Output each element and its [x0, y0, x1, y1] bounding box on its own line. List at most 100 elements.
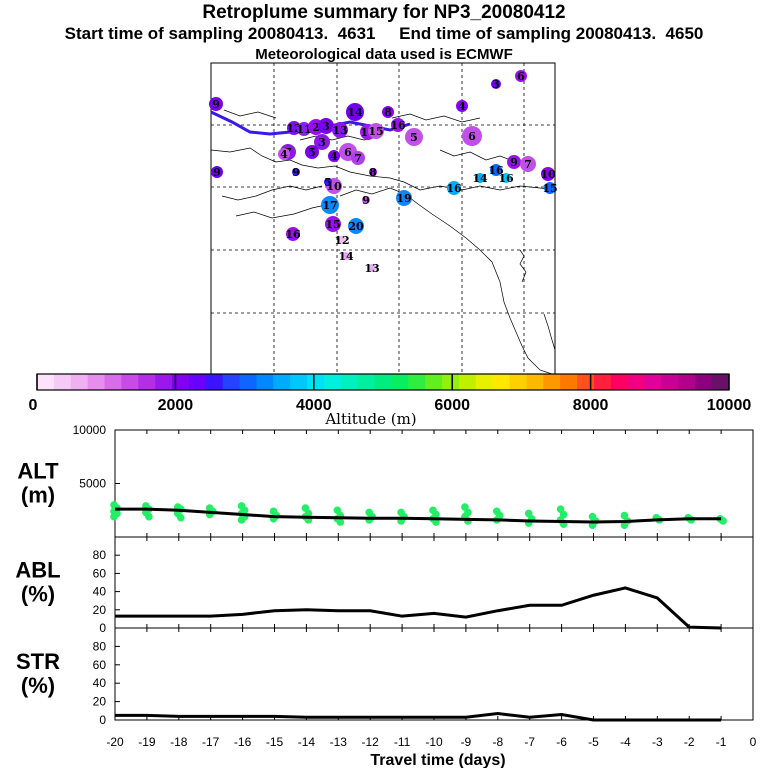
plume-point — [507, 155, 521, 169]
colorbar-swatch — [408, 374, 426, 390]
plume-point — [342, 252, 350, 260]
x-axis-label: Travel time (days) — [370, 752, 505, 768]
plume-point — [368, 264, 376, 272]
x-tick-label: -17 — [202, 735, 220, 749]
plume-point — [491, 79, 501, 89]
plume-point — [447, 181, 461, 195]
altitude-point — [237, 516, 246, 524]
plume-point-label: 6 — [344, 146, 352, 159]
plume-point-label: 11 — [296, 123, 311, 136]
colorbar-swatch — [526, 374, 544, 390]
plume-point-label: 8 — [369, 166, 377, 179]
plume-point-label: 16 — [446, 182, 462, 195]
colorbar-swatch — [475, 374, 494, 390]
colorbar-swatch — [593, 374, 612, 390]
plume-point-label: 9 — [362, 194, 370, 207]
plume-point-label: 9 — [212, 98, 220, 111]
x-tick-label: -11 — [394, 735, 411, 749]
plume-point — [520, 156, 536, 172]
plume-point — [314, 134, 330, 150]
plume-point-label: 3 — [322, 120, 330, 133]
y-tick-label: 40 — [93, 585, 107, 599]
plume-point — [346, 103, 364, 121]
colorbar-tick-label: 4000 — [296, 397, 332, 414]
panel-ylabel: STR — [16, 649, 60, 674]
x-tick-label: -20 — [106, 735, 124, 749]
x-tick-label: -8 — [492, 735, 503, 749]
plume-point — [490, 164, 502, 176]
plume-point-label: 14 — [472, 172, 488, 185]
x-tick-label: -13 — [330, 735, 348, 749]
x-tick-label: -15 — [266, 735, 284, 749]
plume-point — [305, 145, 319, 159]
colorbar-swatch — [661, 374, 679, 390]
plume-point-label: 6 — [517, 70, 525, 83]
colorbar-swatch — [340, 374, 359, 390]
plume-point — [338, 236, 346, 244]
plume-point-label: 9 — [213, 166, 221, 179]
colorbar-swatch — [205, 374, 224, 390]
plume-point-label: 3 — [318, 136, 326, 149]
colorbar-swatch — [644, 374, 662, 390]
colorbar-swatch — [509, 374, 527, 390]
plume-point — [351, 151, 365, 165]
plume-point-label: 16 — [498, 172, 514, 185]
plume-point — [544, 182, 556, 194]
plume-point-label: 4 — [280, 148, 288, 161]
panel-ylabel: ABL — [15, 558, 60, 583]
x-tick-label: 0 — [750, 735, 757, 749]
x-tick-label: -10 — [425, 735, 443, 749]
colorbar-swatch — [458, 374, 477, 390]
chart-title: Retroplume summary for NP3_20080412 — [202, 2, 566, 23]
abl-line — [115, 586, 722, 630]
colorbar-swatch — [87, 374, 106, 390]
colorbar-swatch — [273, 374, 291, 390]
x-tick-label: -4 — [620, 735, 631, 749]
plume-point-label: 12 — [334, 234, 349, 247]
plume-point-label: 17 — [322, 199, 337, 212]
y-tick-label: 20 — [93, 603, 107, 617]
map-panel: 9121123131418158165643636757449891051916… — [209, 62, 558, 376]
panel-ylabel-unit: (%) — [21, 582, 55, 607]
plume-point-label: 16 — [285, 228, 301, 241]
y-tick-label: 40 — [93, 676, 107, 690]
y-tick-label: 0 — [99, 713, 106, 727]
plume-point — [348, 218, 364, 234]
x-tick-label: -18 — [170, 735, 188, 749]
altitude-point — [110, 512, 118, 521]
colorbar-swatch — [37, 374, 55, 390]
plume-point — [456, 100, 468, 112]
plume-point — [396, 190, 412, 206]
panel-ylabel-unit: (%) — [21, 673, 55, 698]
plume-point — [297, 122, 311, 136]
plume-point — [369, 168, 377, 176]
colorbar-swatch — [53, 374, 72, 390]
colorbar-tick-label: 0 — [29, 397, 38, 414]
plume-point-label: 16 — [488, 164, 504, 177]
plume-point — [278, 148, 290, 160]
plume-point-label: 7 — [354, 152, 362, 165]
x-tick-label: -16 — [234, 735, 252, 749]
plume-point — [286, 227, 300, 241]
plume-point — [541, 167, 555, 181]
plume-point — [362, 196, 370, 204]
altitude-point — [620, 521, 629, 530]
str-line — [115, 712, 722, 722]
plume-point-label: 15 — [368, 125, 383, 138]
colorbar-swatch — [391, 374, 409, 390]
colorbar-swatch — [425, 374, 443, 390]
colorbar-swatch — [492, 374, 511, 390]
colorbar-swatch — [121, 374, 139, 390]
altitude-point — [336, 518, 345, 526]
plume-point — [211, 166, 223, 178]
plume-point-label: 5 — [308, 146, 316, 159]
plume-point-label: 14 — [347, 106, 363, 119]
colorbar-swatch — [222, 374, 241, 390]
altitude-point — [177, 513, 185, 522]
panel-ylabel-unit: (m) — [21, 483, 55, 508]
plume-point-label: 20 — [348, 220, 364, 233]
plume-point — [324, 178, 332, 186]
colorbar-swatch — [256, 374, 274, 390]
plume-point-label: 9 — [292, 166, 300, 179]
plume-point-label: 15 — [325, 218, 340, 231]
